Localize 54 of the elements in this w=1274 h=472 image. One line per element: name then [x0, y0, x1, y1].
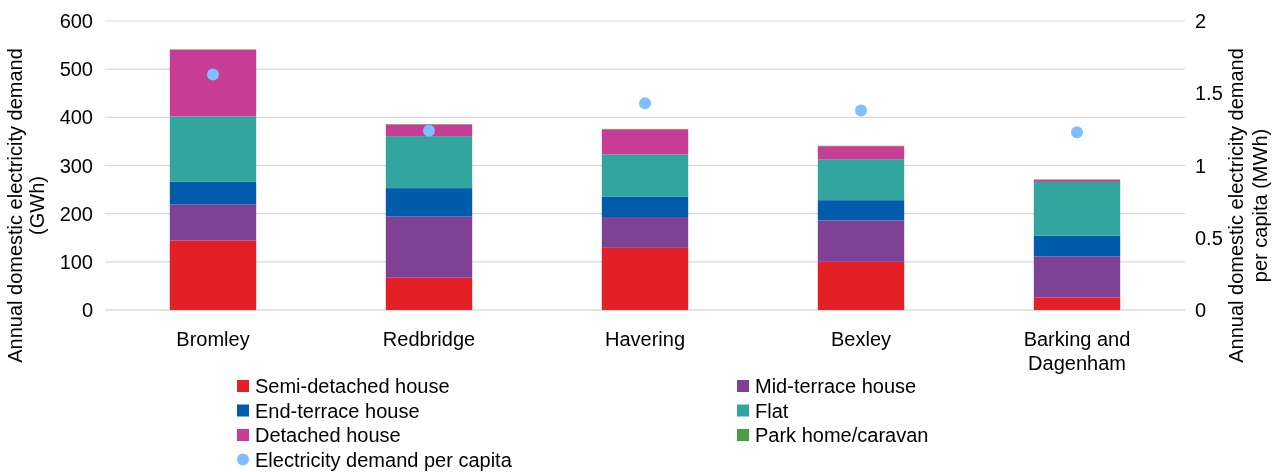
bar — [169, 204, 257, 241]
bar — [169, 181, 257, 205]
bar — [1033, 256, 1121, 298]
bar — [817, 146, 905, 160]
bar — [1033, 181, 1121, 236]
point — [855, 104, 867, 117]
bar — [169, 116, 257, 182]
y2-tick-label: 1 — [1195, 154, 1207, 177]
bar — [817, 261, 905, 310]
bar — [385, 136, 473, 189]
legend-label: Flat — [755, 399, 789, 422]
bar — [385, 277, 473, 310]
bar — [601, 247, 689, 310]
y2-tick-label: 2 — [1195, 10, 1207, 32]
point — [207, 68, 219, 81]
point — [639, 97, 651, 110]
y2-axis-title: Annual domestic electricity demand per capita (MWh) — [1225, 48, 1271, 363]
y-axis-title: Annual domestic electricity demand (GWh) — [4, 48, 48, 363]
bar — [817, 159, 905, 201]
point — [1071, 126, 1083, 139]
x-tick-label: Barking and Dagenham — [1023, 328, 1131, 374]
x-tick-label: Havering — [604, 328, 686, 350]
x-tick-label: Bromley — [176, 328, 250, 350]
bar — [169, 240, 257, 310]
bar — [601, 217, 689, 248]
bar — [1033, 297, 1121, 310]
legend-label: Electricity demand per capita — [255, 448, 513, 471]
legend-label: Park home/caravan — [755, 424, 929, 446]
legend-label: Detached house — [255, 424, 401, 446]
bar — [601, 129, 689, 155]
bar — [817, 200, 905, 221]
legend-label: Semi-detached house — [255, 375, 450, 397]
bar — [601, 196, 689, 218]
bar — [601, 154, 689, 197]
legend-label: End-terrace house — [255, 399, 420, 422]
y2-tick-label: 0.5 — [1195, 226, 1223, 249]
x-tick-label: Redbridge — [382, 328, 476, 350]
legend-label: Mid-terrace house — [755, 375, 917, 397]
y2-tick-label: 1.5 — [1195, 82, 1223, 105]
bar — [169, 49, 257, 117]
y-tick-label: 300 — [59, 154, 93, 177]
x-tick-label: Bexley — [830, 328, 892, 350]
y-tick-label: 100 — [59, 250, 93, 273]
y-tick-label: 600 — [59, 10, 93, 32]
y-tick-label: 0 — [81, 299, 93, 321]
point — [423, 124, 435, 137]
bar — [385, 216, 473, 278]
y-tick-label: 500 — [59, 58, 93, 81]
y-tick-label: 200 — [59, 202, 93, 225]
bar — [385, 188, 473, 217]
bar — [817, 220, 905, 262]
bar — [1033, 235, 1121, 257]
y-tick-label: 400 — [59, 106, 93, 129]
y2-tick-label: 0 — [1195, 299, 1207, 321]
